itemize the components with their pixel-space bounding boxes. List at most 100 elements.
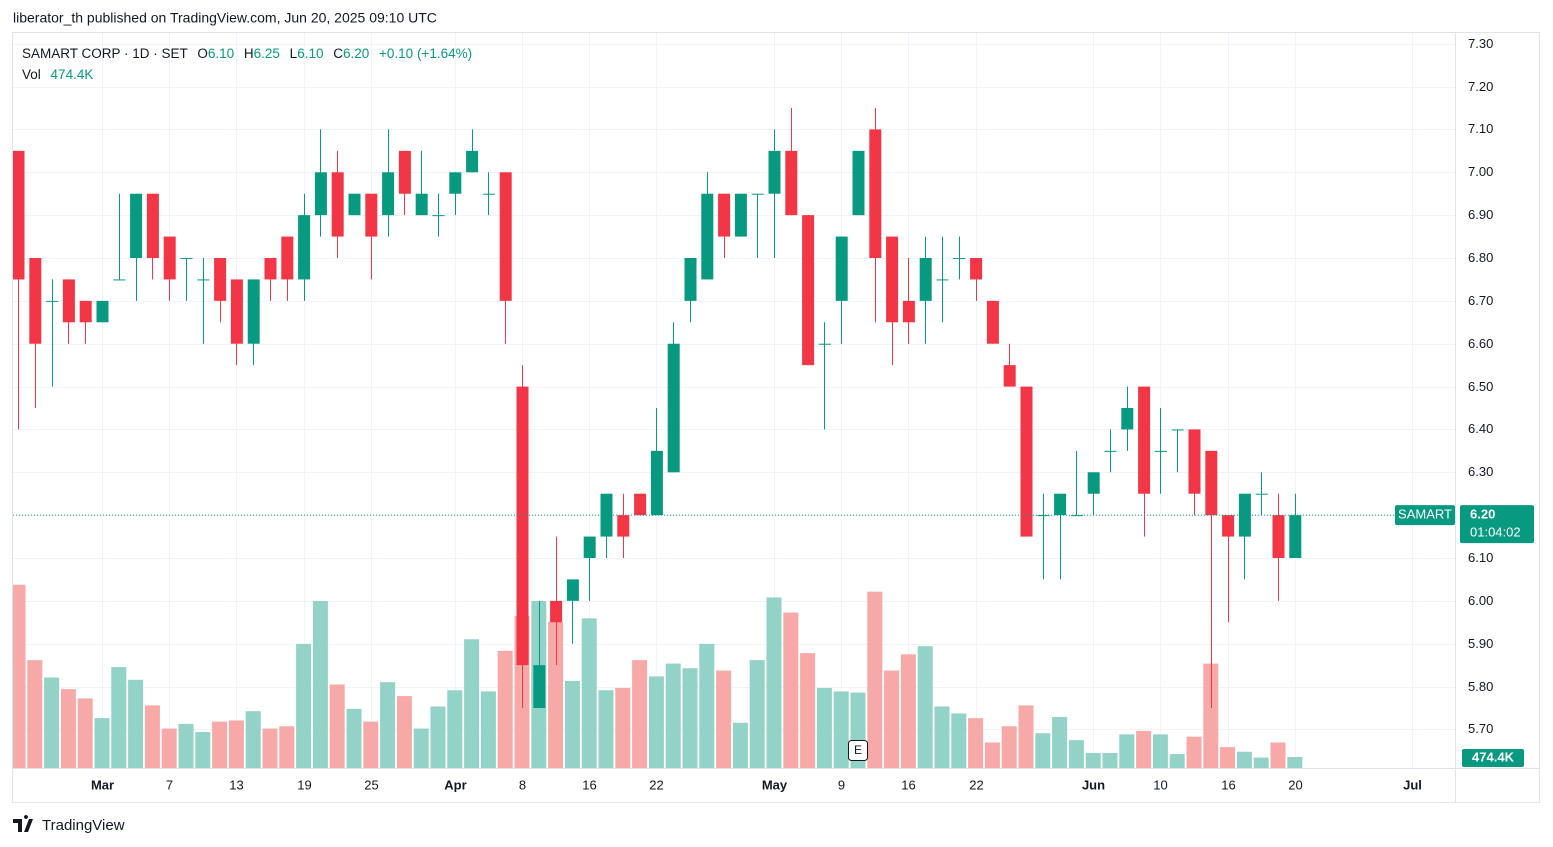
volume-bar <box>212 721 228 768</box>
volume-tag: 474.4K <box>1472 749 1515 764</box>
volume-bar <box>1035 733 1051 768</box>
footer-brand: TradingView <box>13 815 125 834</box>
volume-bar <box>128 679 144 768</box>
volume-bar <box>111 667 127 768</box>
y-tick-label: 5.70 <box>1468 721 1493 736</box>
candle-body <box>1205 450 1218 516</box>
volume-bar <box>161 728 177 768</box>
volume-bar <box>94 718 110 768</box>
volume-bar <box>1068 740 1084 768</box>
volume-bar <box>749 660 765 768</box>
volume-bar <box>783 612 799 768</box>
volume-bar <box>598 690 614 768</box>
candle-body <box>533 665 546 708</box>
chart-frame <box>12 32 1540 803</box>
y-tick-label: 6.10 <box>1468 550 1493 565</box>
candle-body <box>62 279 75 323</box>
candle-body <box>802 215 815 366</box>
volume-bar <box>632 660 648 768</box>
x-tick-label: 9 <box>838 777 845 792</box>
volume-bar <box>1102 752 1118 768</box>
volume-bar <box>27 660 43 768</box>
candle-body <box>29 258 42 344</box>
ticker-tag-bg <box>1395 505 1455 526</box>
x-tick-label: 20 <box>1288 777 1302 792</box>
candle-body <box>79 300 92 323</box>
candle-body <box>684 258 697 301</box>
candle-body <box>1070 515 1083 517</box>
volume-bar <box>548 621 564 768</box>
volume-bar <box>951 713 967 768</box>
volume-bar <box>1253 757 1269 768</box>
volume-bar <box>1001 726 1017 768</box>
brand-logo <box>13 815 33 832</box>
x-tick-label: 16 <box>582 777 596 792</box>
candle-body <box>970 258 983 280</box>
grid <box>13 33 1455 768</box>
candle-body <box>130 193 143 258</box>
earnings-marker[interactable]: E <box>848 740 868 761</box>
x-tick-label: 16 <box>901 777 915 792</box>
candle-body <box>163 236 176 280</box>
legend-change: +0.10 (+1.64%) <box>379 46 472 61</box>
candle-body <box>1003 365 1016 387</box>
legend-volume: Vol 474.4K <box>22 67 93 82</box>
y-tick-label: 6.50 <box>1468 379 1493 394</box>
earnings-label[interactable]: E <box>854 743 862 757</box>
candle-body <box>46 300 59 302</box>
candle-body <box>701 193 714 280</box>
candle-body <box>936 279 949 281</box>
volume-bar <box>1287 756 1303 768</box>
earnings-box[interactable] <box>848 740 868 761</box>
candle-body <box>768 150 781 194</box>
candle-body <box>1272 515 1285 558</box>
x-tick-label: Apr <box>444 777 466 792</box>
volume-bar <box>480 691 496 768</box>
volume-bar <box>1220 747 1236 768</box>
candle-body <box>415 193 428 216</box>
candles <box>13 108 1302 708</box>
candle-body <box>281 236 294 280</box>
volume-bar <box>1236 751 1252 768</box>
legend-high: 6.25 <box>254 46 280 61</box>
candle-body <box>1104 450 1117 452</box>
y-tick-label: 6.80 <box>1468 250 1493 265</box>
legend-close: 6.20 <box>343 46 369 61</box>
candle-body <box>818 343 831 345</box>
candle-body <box>499 172 512 301</box>
volume-bar <box>1152 734 1168 768</box>
volume-bar <box>1186 736 1202 768</box>
volume-bar <box>447 690 463 768</box>
volume-bar <box>1136 730 1152 768</box>
y-tick-label: 6.90 <box>1468 207 1493 222</box>
volume-bar <box>917 646 933 768</box>
candle-body <box>718 193 731 237</box>
volume-bar <box>884 670 900 768</box>
volume-bar <box>766 597 782 768</box>
candle-body <box>634 493 647 516</box>
y-tick-label: 6.40 <box>1468 421 1493 436</box>
candle-body <box>550 600 563 623</box>
volume-bar <box>968 718 984 768</box>
x-tick-label: 8 <box>519 777 526 792</box>
x-tick-label: 7 <box>166 777 173 792</box>
candle-body <box>1238 493 1251 537</box>
volume-bar <box>464 639 480 768</box>
candle-body <box>264 258 277 280</box>
candle-body <box>902 300 915 323</box>
price-tag: 6.20 <box>1470 507 1495 522</box>
volume-tag-bg <box>1462 748 1524 767</box>
volume-bar <box>262 728 278 768</box>
x-tick-label: Mar <box>91 777 114 792</box>
x-tick-label: May <box>762 777 788 792</box>
volume-bar <box>430 706 446 768</box>
y-tick-label: 5.90 <box>1468 636 1493 651</box>
candle-body <box>1154 450 1167 452</box>
candle-body <box>600 493 613 537</box>
volume-bar <box>665 663 681 768</box>
candle-body <box>1171 429 1184 431</box>
y-tick-label: 7.00 <box>1468 164 1493 179</box>
x-tick-label: 22 <box>969 777 983 792</box>
candle-body <box>516 386 529 666</box>
candle-body <box>96 300 109 323</box>
